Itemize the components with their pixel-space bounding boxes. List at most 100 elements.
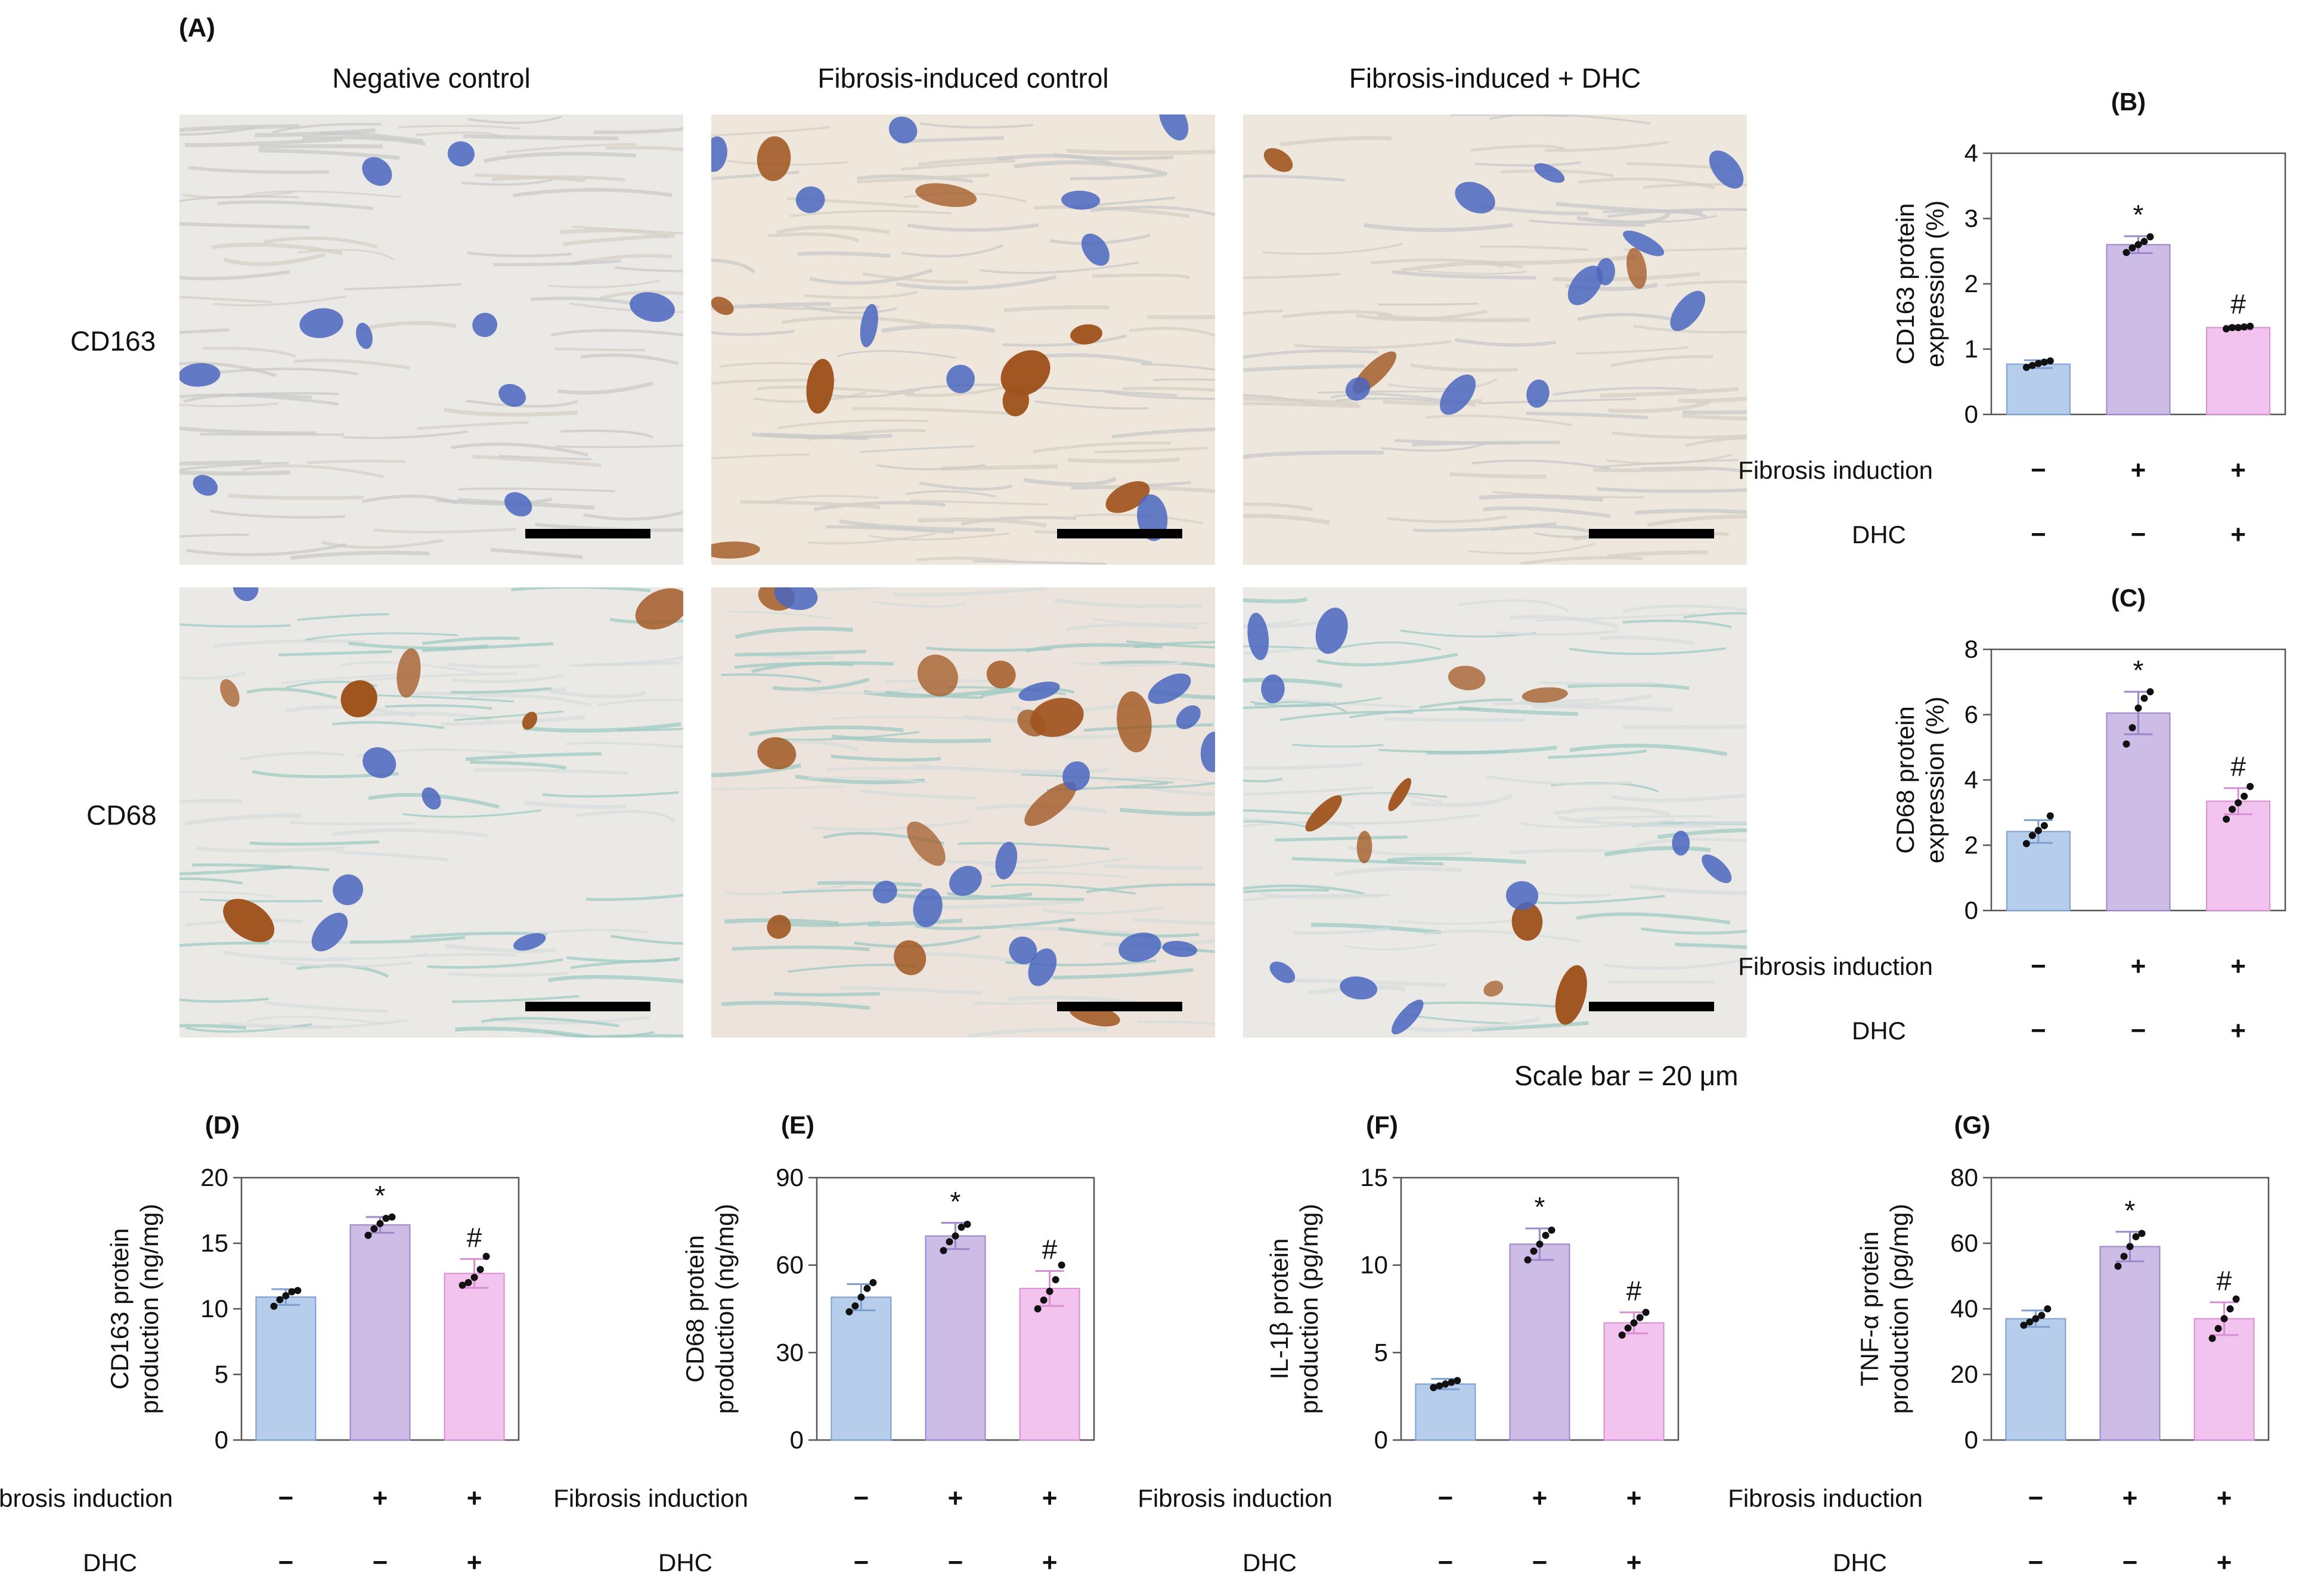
- data-point: [270, 1303, 277, 1310]
- data-point: [2129, 724, 2136, 731]
- scale-bar: [1589, 529, 1714, 538]
- fibrosis-condition-sign: +: [1626, 1484, 1642, 1513]
- significance-asterisk: *: [950, 1186, 961, 1217]
- bar: [2107, 713, 2170, 911]
- bar: [256, 1297, 315, 1440]
- dhc-label: DHC: [83, 1549, 137, 1573]
- column-title-fibrosis-induced-control: Fibrosis-induced control: [711, 62, 1215, 94]
- fibrosis-induction-label: Fibrosis induction: [1738, 456, 1933, 484]
- y-axis-label: production (pg/mg): [1295, 1204, 1323, 1414]
- bar: [2107, 244, 2170, 414]
- data-point: [2115, 1263, 2122, 1270]
- significance-asterisk: *: [2125, 1195, 2136, 1226]
- y-axis-label: production (ng/mg): [135, 1204, 163, 1414]
- bar: [831, 1297, 891, 1440]
- fibrosis-condition-sign: −: [1438, 1484, 1454, 1513]
- data-point: [477, 1266, 484, 1273]
- y-axis-label: expression (%): [1921, 696, 1949, 863]
- data-point: [2023, 840, 2030, 847]
- data-point: [1454, 1377, 1461, 1384]
- data-point: [857, 1293, 864, 1300]
- data-point: [2141, 238, 2148, 245]
- data-point: [1631, 1319, 1638, 1326]
- dhc-condition-sign: −: [1532, 1548, 1548, 1573]
- fibre-strand: [555, 349, 646, 350]
- data-point: [1637, 1314, 1644, 1321]
- data-point: [389, 1213, 396, 1221]
- fibre-strand: [1609, 982, 1715, 983]
- data-point: [1058, 1262, 1065, 1269]
- panel-letter: (F): [1366, 1111, 1398, 1139]
- fibrosis-condition-sign: +: [2122, 1484, 2138, 1513]
- bar: [445, 1274, 504, 1440]
- dhc-condition-sign: +: [467, 1548, 482, 1573]
- data-point: [845, 1308, 853, 1315]
- y-tick-label: 10: [200, 1295, 228, 1323]
- dhc-condition-sign: −: [2028, 1548, 2044, 1573]
- y-tick-label: 6: [1964, 701, 1978, 729]
- y-tick-label: 0: [1964, 1426, 1978, 1454]
- scale-bar: [525, 1002, 650, 1011]
- data-point: [1548, 1227, 1555, 1234]
- row-label-cd68: CD68: [86, 799, 157, 831]
- bar: [2006, 1319, 2065, 1441]
- dhc-condition-sign: −: [2031, 1016, 2046, 1045]
- data-point: [377, 1220, 384, 1227]
- panel-letter: (C): [2111, 584, 2146, 612]
- panel-letter: (D): [205, 1111, 240, 1139]
- y-tick-label: 0: [1964, 896, 1978, 924]
- panel-letter: (B): [2111, 88, 2146, 116]
- significance-hash: #: [2217, 1265, 2232, 1296]
- data-point: [2123, 249, 2130, 256]
- y-axis-label: TNF-α protein: [1855, 1231, 1883, 1386]
- data-point: [2215, 1325, 2222, 1332]
- data-point: [1619, 1332, 1626, 1339]
- y-tick-label: 30: [776, 1338, 804, 1366]
- micrograph-cd163-fibrosis-induced-control: [711, 114, 1215, 565]
- data-point: [471, 1274, 478, 1281]
- fibrosis-condition-sign: +: [2131, 952, 2146, 981]
- data-point: [1536, 1240, 1544, 1247]
- data-point: [1625, 1324, 1632, 1332]
- panel-a-letter: (A): [179, 13, 215, 43]
- bar: [1604, 1323, 1664, 1440]
- data-point: [2047, 812, 2054, 819]
- data-point: [294, 1287, 301, 1294]
- fibrosis-induction-label: Fibrosis induction: [1138, 1484, 1333, 1512]
- data-point: [869, 1279, 876, 1286]
- fibre-strand: [1538, 683, 1654, 684]
- data-point: [2127, 1243, 2134, 1250]
- y-tick-label: 8: [1964, 635, 1978, 663]
- data-point: [2029, 832, 2036, 839]
- dhc-condition-sign: +: [2230, 520, 2246, 549]
- data-point: [863, 1285, 870, 1292]
- data-point: [2221, 1315, 2228, 1323]
- data-point: [1046, 1288, 1053, 1295]
- micrograph-cd163-fibrosis-induced-dhc: [1243, 114, 1747, 565]
- data-point: [2047, 357, 2054, 364]
- y-tick-label: 40: [1950, 1295, 1978, 1323]
- fibrosis-induction-label: Fibrosis induction: [0, 1484, 173, 1512]
- scale-bar: [1057, 529, 1182, 538]
- dhc-condition-sign: −: [373, 1548, 388, 1573]
- data-point: [483, 1253, 490, 1260]
- y-tick-label: 1: [1964, 335, 1978, 363]
- data-point: [2147, 233, 2154, 240]
- fibre-strand: [1593, 469, 1708, 470]
- data-point: [1530, 1247, 1538, 1255]
- y-tick-label: 4: [1964, 766, 1978, 794]
- fibrosis-condition-sign: +: [467, 1484, 482, 1513]
- bar: [926, 1236, 986, 1440]
- data-point: [946, 1238, 953, 1246]
- data-point: [2233, 1296, 2240, 1303]
- fibre-strand: [1068, 459, 1179, 461]
- dhc-condition-sign: −: [2131, 520, 2146, 549]
- y-tick-label: 60: [776, 1251, 804, 1279]
- data-point: [2209, 1335, 2216, 1342]
- y-tick-label: 60: [1950, 1229, 1978, 1257]
- bar: [1020, 1289, 1080, 1440]
